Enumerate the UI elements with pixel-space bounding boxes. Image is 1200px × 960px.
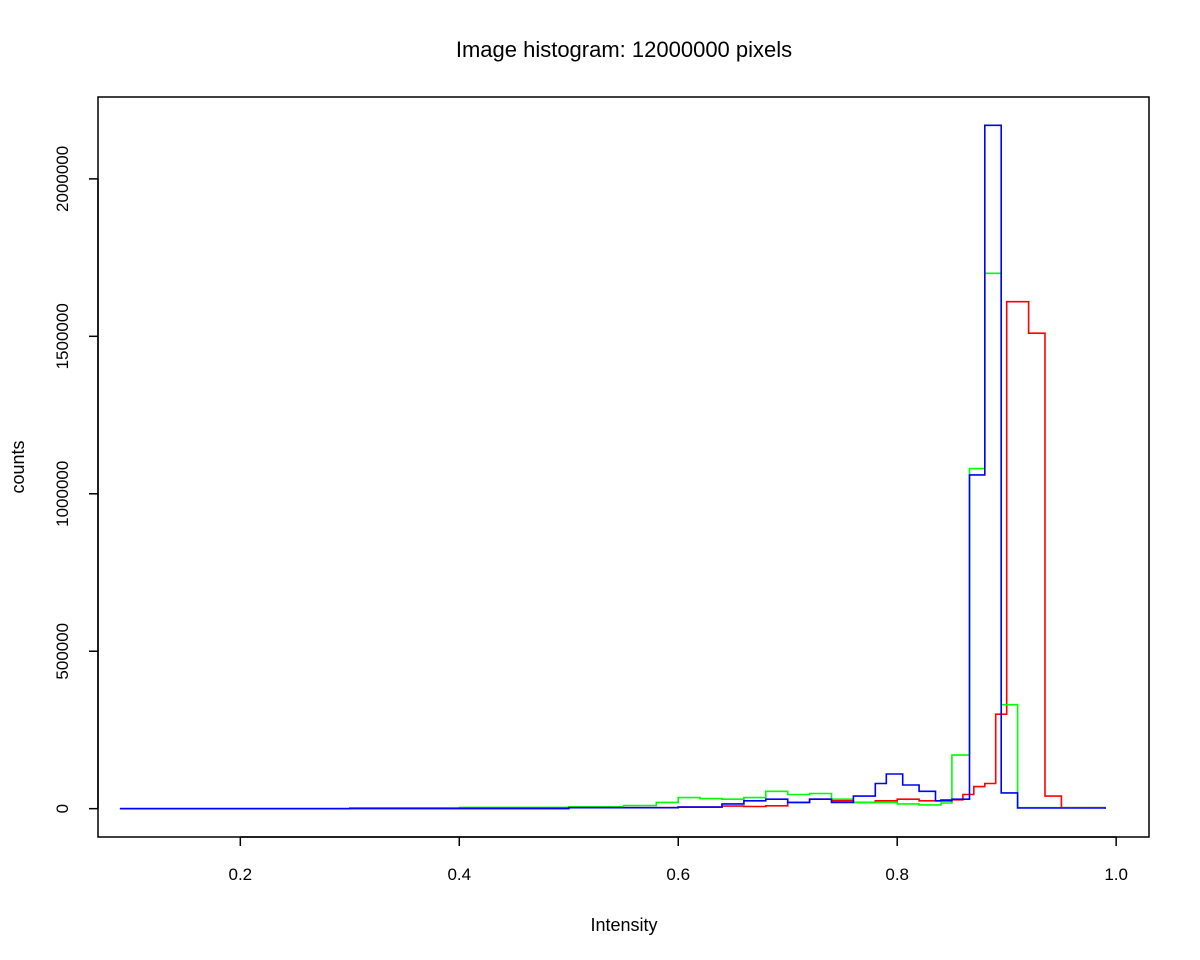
x-axis-label: Intensity: [590, 915, 657, 935]
y-axis: 0 500000 1000000 1500000 2000000: [53, 146, 99, 813]
y-tick-label: 1000000: [53, 461, 72, 527]
chart-title: Image histogram: 12000000 pixels: [456, 37, 792, 62]
y-tick-label: 500000: [53, 623, 72, 680]
y-tick-label: 2000000: [53, 146, 72, 212]
x-tick-label: 1.0: [1104, 865, 1128, 884]
y-axis-label: counts: [8, 440, 28, 493]
blue-channel-series: [119, 124, 1106, 810]
red-channel-series: [119, 300, 1106, 810]
plot-frame: [97, 96, 1150, 838]
x-tick-label: 0.6: [666, 865, 690, 884]
x-tick-label: 0.8: [885, 865, 909, 884]
series-layer: [119, 124, 1106, 810]
green-channel-series: [119, 272, 1106, 810]
x-tick-label: 0.2: [229, 865, 253, 884]
x-tick-label: 0.4: [447, 865, 471, 884]
y-tick-label: 0: [53, 804, 72, 813]
x-axis: 0.2 0.4 0.6 0.8 1.0: [229, 836, 1128, 884]
y-tick-label: 1500000: [53, 303, 72, 369]
